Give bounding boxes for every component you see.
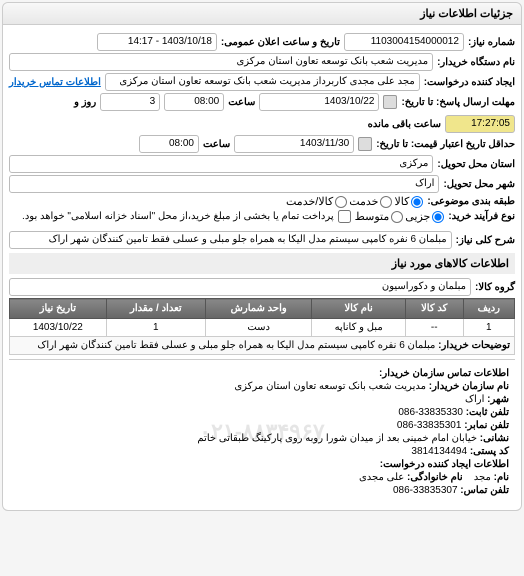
deadline-date-field: 1403/10/22 — [259, 93, 379, 111]
goods-group-label: گروه کالا: — [475, 282, 515, 293]
goods-section-title: اطلاعات کالاهای مورد نیاز — [9, 253, 515, 274]
time-label-2: ساعت — [203, 139, 230, 150]
remain-days-label: روز و — [74, 97, 96, 108]
goods-group-field: مبلمان و دکوراسیون — [9, 278, 471, 296]
radio-medium-label: متوسط — [355, 210, 390, 223]
cell-desc: توضیحات خریدار: مبلمان 6 نفره کامپی سیست… — [10, 337, 515, 355]
corg-lbl: نام سازمان خریدار: — [429, 381, 509, 392]
deadline-label: مهلت ارسال پاسخ: تا تاریخ: — [401, 97, 515, 108]
buyer-org-label: نام دستگاه خریدار: — [437, 57, 515, 68]
cname-lbl: نام: — [494, 472, 509, 483]
radio-goods[interactable] — [411, 196, 423, 208]
caddr-lbl: نشانی: — [480, 433, 509, 444]
desc-label: توضیحات خریدار: — [438, 340, 510, 351]
need-details-panel: جزئیات اطلاعات نیاز شماره نیاز: 11030041… — [2, 2, 522, 511]
cell-row: 1 — [463, 319, 514, 337]
remain-suffix: ساعت باقی مانده — [368, 119, 441, 130]
th-row: ردیف — [463, 299, 514, 319]
treasury-checkbox[interactable] — [338, 210, 351, 223]
radio-service[interactable] — [380, 196, 392, 208]
th-date: تاریخ نیاز — [10, 299, 107, 319]
caddr: خیابان امام خمینی بعد از میدان شورا روبه… — [197, 433, 477, 444]
contact-section-title: اطلاعات تماس سازمان خریدار: — [379, 368, 509, 379]
time-label-1: ساعت — [228, 97, 255, 108]
cpost: 3814134494 — [411, 446, 467, 457]
contact-link[interactable]: اطلاعات تماس خریدار — [9, 77, 101, 88]
goods-table: ردیف کد کالا نام کالا واحد شمارش تعداد /… — [9, 298, 515, 355]
table-row[interactable]: 1 -- مبل و کاناپه دست 1 1403/10/22 — [10, 319, 515, 337]
purchase-radios: جزیی متوسط — [355, 210, 445, 223]
clname: علی مجدی — [359, 472, 404, 483]
table-desc-row: توضیحات خریدار: مبلمان 6 نفره کامپی سیست… — [10, 337, 515, 355]
cell-unit: دست — [205, 319, 311, 337]
ctel: 33835330-086 — [398, 407, 463, 418]
corg: مدیریت شعب بانک توسعه تعاون استان مرکزی — [234, 381, 426, 392]
city-label: شهر محل تحویل: — [443, 179, 515, 190]
ccity: اراک — [465, 394, 484, 405]
th-code: کد کالا — [405, 299, 463, 319]
requester-label: ایجاد کننده درخواست: — [424, 77, 515, 88]
cell-name: مبل و کاناپه — [312, 319, 405, 337]
table-header-row: ردیف کد کالا نام کالا واحد شمارش تعداد /… — [10, 299, 515, 319]
cctel-lbl: تلفن تماس: — [460, 485, 509, 496]
cname: مجد — [474, 472, 491, 483]
remain-time-field: 17:27:05 — [445, 115, 515, 133]
city-field: اراک — [9, 175, 439, 193]
cell-qty: 1 — [106, 319, 205, 337]
panel-title: جزئیات اطلاعات نیاز — [3, 3, 521, 25]
buyer-org-field: مدیریت شعب بانک توسعه تعاون استان مرکزی — [9, 53, 433, 71]
need-no-field: 1103004154000012 — [344, 33, 464, 51]
calendar-icon[interactable] — [383, 95, 397, 109]
need-title-label: شرح کلی نیاز: — [456, 235, 515, 246]
radio-both[interactable] — [335, 196, 347, 208]
th-qty: تعداد / مقدار — [106, 299, 205, 319]
requester-field: مجد علی مجدی کاربرداز مدیریت شعب بانک تو… — [105, 73, 420, 91]
ctel-lbl: تلفن ثابت: — [466, 407, 509, 418]
announce-label: تاریخ و ساعت اعلان عمومی: — [221, 37, 340, 48]
contact-section: ۰۲۱-۸۸۳۴۹۶۷ اطلاعات تماس سازمان خریدار: … — [9, 359, 515, 504]
radio-minor[interactable] — [432, 211, 444, 223]
cell-date: 1403/10/22 — [10, 319, 107, 337]
announce-field: 1403/10/18 - 14:17 — [97, 33, 217, 51]
cctel: 33835307-086 — [393, 485, 458, 496]
valid-label: حداقل تاریخ اعتبار قیمت: تا تاریخ: — [376, 139, 515, 150]
cell-code: -- — [405, 319, 463, 337]
cpost-lbl: کد پستی: — [470, 446, 509, 457]
need-no-label: شماره نیاز: — [468, 37, 515, 48]
need-title-field: مبلمان 6 نفره کامپی سیستم مدل الیکا به ه… — [9, 231, 452, 249]
valid-time-field: 08:00 — [139, 135, 199, 153]
purchase-label: نوع فرآیند خرید: — [448, 211, 515, 222]
valid-date-field: 1403/11/30 — [234, 135, 354, 153]
province-field: مرکزی — [9, 155, 433, 173]
cfax-lbl: تلفن نمابر: — [464, 420, 509, 431]
radio-goods-label: کالا — [394, 195, 409, 208]
th-name: نام کالا — [312, 299, 405, 319]
desc-text: مبلمان 6 نفره کامپی سیستم مدل الیکا به ه… — [37, 340, 435, 351]
creator-section-title: اطلاعات ایجاد کننده درخواست: — [380, 459, 509, 470]
ccity-lbl: شهر: — [487, 394, 509, 405]
radio-both-label: کالا/خدمت — [286, 195, 333, 208]
calendar-icon-2[interactable] — [358, 137, 372, 151]
radio-service-label: خدمت — [349, 195, 378, 208]
radio-minor-label: جزیی — [405, 210, 430, 223]
th-unit: واحد شمارش — [205, 299, 311, 319]
province-label: استان محل تحویل: — [437, 159, 515, 170]
group-type-label: طبقه بندی موضوعی: — [427, 196, 515, 207]
group-type-radios: کالا خدمت کالا/خدمت — [286, 195, 423, 208]
deadline-time-field: 08:00 — [164, 93, 224, 111]
cfax: 33835301-086 — [397, 420, 462, 431]
payment-note: پرداخت تمام یا بخشی از مبلغ خرید،از محل … — [22, 211, 334, 222]
clname-lbl: نام خانوادگی: — [407, 472, 463, 483]
panel-body: شماره نیاز: 1103004154000012 تاریخ و ساع… — [3, 25, 521, 510]
radio-medium[interactable] — [391, 211, 403, 223]
remain-days-field: 3 — [100, 93, 160, 111]
